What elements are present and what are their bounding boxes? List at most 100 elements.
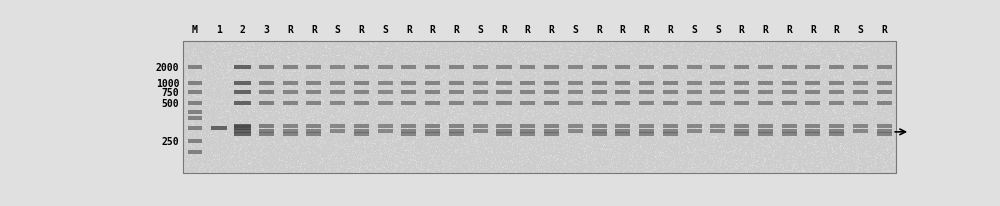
Point — [481, 161, 497, 165]
Point — [408, 116, 424, 119]
Point — [508, 129, 524, 132]
Point — [332, 165, 348, 168]
Point — [436, 90, 452, 93]
Point — [730, 133, 746, 136]
Point — [263, 48, 279, 52]
Point — [367, 105, 383, 108]
Point — [764, 123, 780, 126]
Point — [394, 122, 410, 125]
Point — [656, 124, 672, 127]
Point — [781, 97, 797, 100]
Point — [553, 109, 569, 112]
Point — [647, 154, 663, 158]
Point — [286, 163, 302, 166]
Point — [351, 133, 367, 137]
Point — [705, 139, 721, 143]
Point — [740, 131, 756, 134]
Point — [692, 170, 708, 174]
Point — [188, 40, 204, 43]
Point — [277, 104, 293, 108]
Point — [310, 102, 326, 105]
Point — [195, 84, 211, 87]
Point — [247, 104, 263, 107]
Point — [765, 154, 781, 158]
Point — [377, 149, 393, 153]
Point — [576, 64, 592, 68]
Point — [628, 167, 644, 171]
Point — [220, 53, 236, 56]
Point — [517, 122, 533, 125]
Point — [549, 94, 565, 97]
Point — [469, 131, 485, 134]
Point — [514, 121, 530, 124]
Point — [536, 60, 552, 63]
Point — [663, 161, 679, 164]
Point — [661, 138, 677, 141]
Point — [726, 79, 742, 83]
Point — [207, 104, 223, 107]
Point — [536, 103, 552, 107]
Point — [601, 105, 617, 108]
Point — [696, 122, 712, 125]
Point — [518, 111, 534, 114]
Point — [581, 42, 597, 46]
Point — [541, 100, 557, 103]
Point — [466, 141, 482, 144]
Point — [784, 134, 800, 138]
Point — [513, 51, 529, 54]
Point — [717, 103, 733, 106]
Point — [242, 118, 258, 122]
Point — [690, 47, 706, 50]
Point — [179, 78, 195, 81]
Point — [284, 102, 300, 105]
Point — [811, 46, 827, 50]
Point — [866, 139, 882, 142]
Point — [846, 56, 862, 59]
Point — [255, 87, 271, 90]
Point — [860, 51, 876, 55]
Point — [199, 83, 215, 86]
Point — [838, 97, 854, 101]
Point — [537, 136, 553, 139]
Point — [689, 128, 705, 131]
Point — [266, 131, 282, 134]
Point — [289, 72, 305, 75]
Point — [715, 157, 731, 160]
Point — [624, 154, 640, 157]
Point — [208, 171, 224, 174]
Point — [429, 76, 445, 80]
Point — [856, 62, 872, 65]
Point — [821, 58, 837, 62]
Point — [201, 164, 217, 167]
Point — [824, 68, 840, 71]
Point — [288, 87, 304, 91]
Point — [560, 107, 576, 111]
Point — [279, 155, 295, 158]
Point — [770, 165, 786, 169]
Point — [632, 79, 648, 82]
Point — [872, 110, 888, 114]
Point — [343, 118, 359, 121]
Point — [326, 60, 342, 63]
Point — [806, 75, 822, 78]
Point — [743, 111, 759, 115]
Point — [875, 159, 891, 163]
Point — [241, 43, 257, 46]
Point — [222, 165, 238, 169]
Point — [799, 137, 815, 140]
Point — [661, 122, 677, 125]
Point — [364, 152, 380, 155]
Point — [854, 122, 870, 125]
Point — [409, 50, 425, 54]
Point — [613, 48, 629, 51]
Point — [363, 103, 379, 106]
Point — [497, 149, 513, 152]
Point — [283, 63, 299, 66]
Point — [839, 135, 855, 138]
Point — [713, 46, 729, 49]
Point — [888, 47, 904, 50]
Point — [420, 126, 436, 129]
Point — [213, 97, 229, 100]
Point — [540, 47, 556, 50]
Point — [577, 149, 593, 152]
